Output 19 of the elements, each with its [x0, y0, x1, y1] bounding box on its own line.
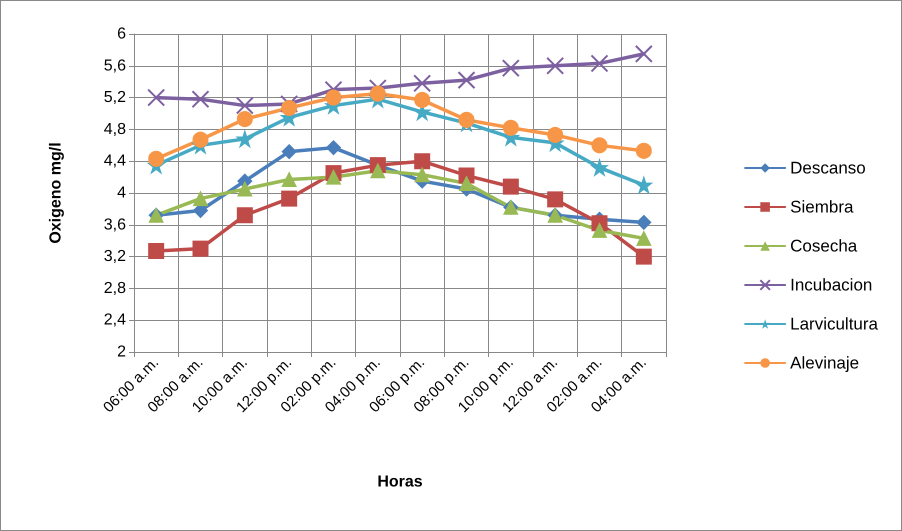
y-tick-label: 3,6 [104, 216, 126, 234]
legend-label: Incubacion [790, 276, 872, 294]
legend-label: Siembra [790, 198, 854, 216]
x-axis-title: Horas [377, 474, 423, 490]
y-tick-label: 4,8 [104, 120, 126, 138]
y-tick-label: 3,2 [104, 248, 126, 266]
y-tick-label: 2,8 [104, 280, 126, 297]
legend-label: Cosecha [790, 236, 858, 256]
legend-label: Larvicultura [790, 314, 879, 334]
y-tick-label: 4,4 [104, 152, 126, 170]
y-tick-label: 2,4 [104, 312, 126, 329]
legend-label: Descanso [790, 158, 866, 178]
y-axis-title: Oxigeno mg/l [48, 142, 64, 244]
y-tick-label: 5,2 [104, 89, 126, 106]
y-tick-label: 5,6 [104, 57, 126, 74]
y-tick-label: 6 [117, 26, 126, 42]
y-tick-label: 4 [117, 184, 126, 202]
legend-label: Alevinaje [790, 354, 860, 372]
y-tick-label: 2 [117, 344, 126, 360]
